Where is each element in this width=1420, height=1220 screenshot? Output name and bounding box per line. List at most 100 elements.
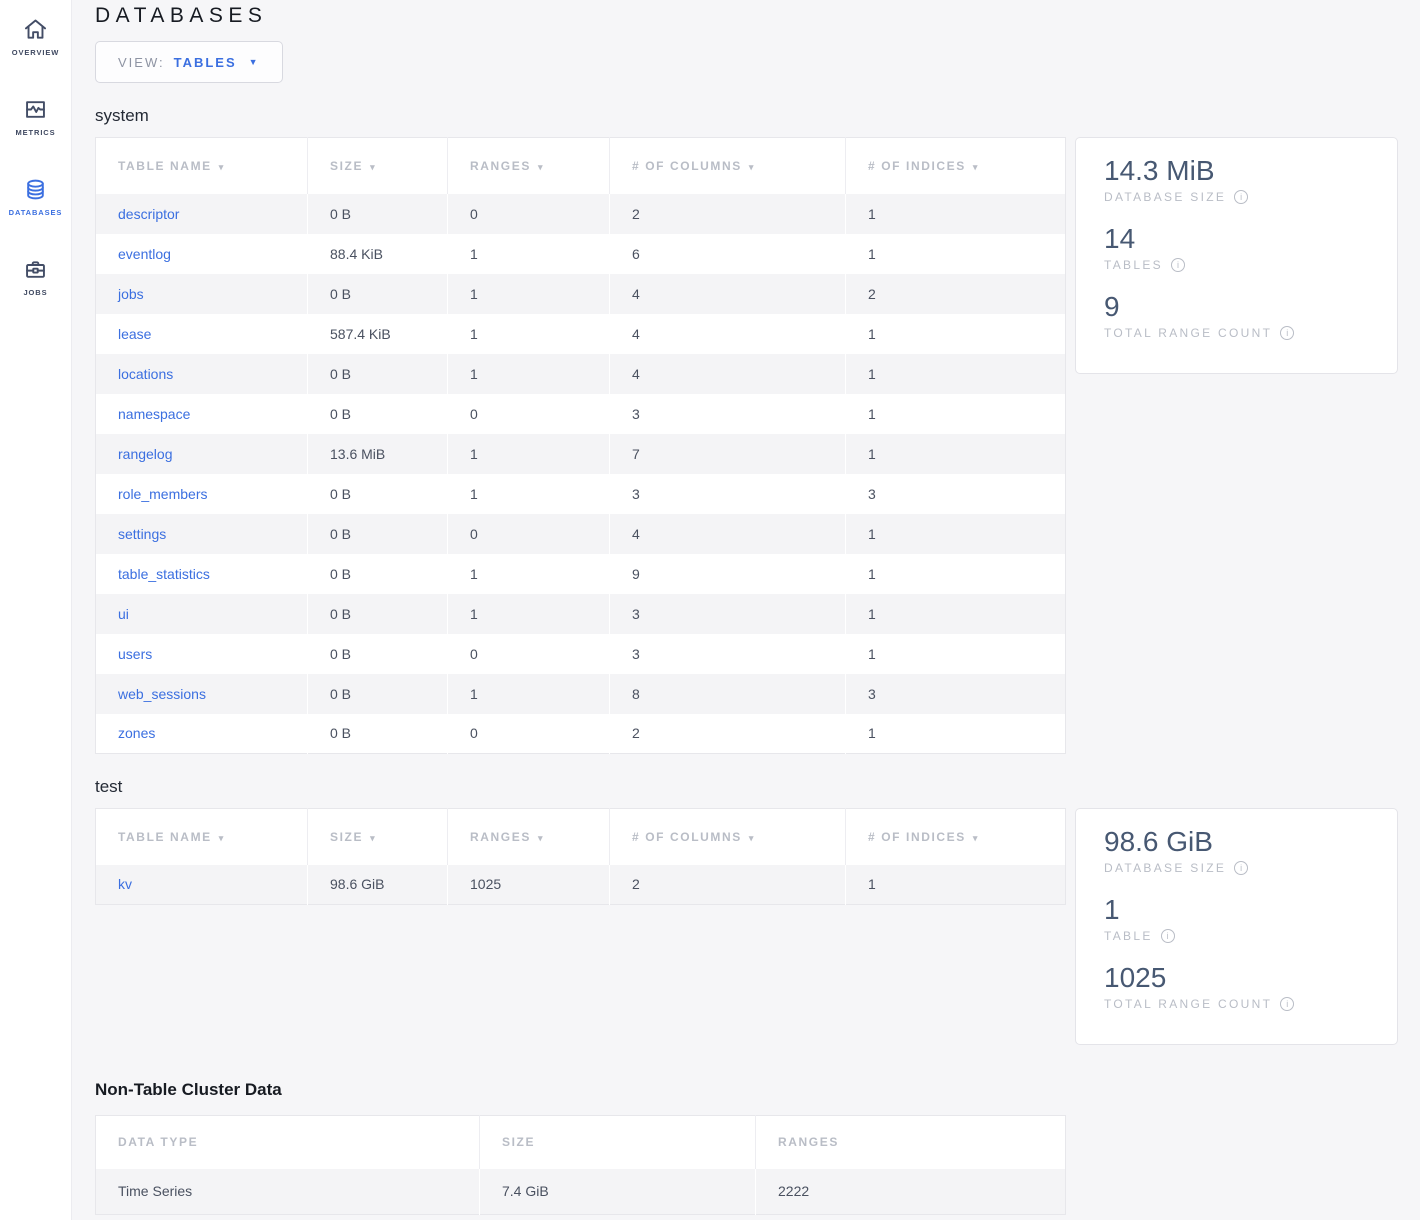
- stat-label: TABLE: [1104, 929, 1153, 943]
- non-table-cluster-data-section: Non-Table Cluster Data DATA TYPE SIZE RANG…: [95, 1079, 1398, 1215]
- table-cell: 1: [447, 553, 610, 594]
- sidebar-item-databases[interactable]: DATABASES: [0, 166, 71, 246]
- table-header-row: TABLE NAME ▾ SIZE ▾ RANGES ▾ # OF COLUMNS ▾ # OF…: [96, 808, 1066, 865]
- column-header[interactable]: TABLE NAME ▾: [96, 809, 308, 865]
- stat-tables-count: 1 TABLE i: [1104, 890, 1369, 943]
- stat-value: 14: [1104, 223, 1136, 254]
- table-name-link[interactable]: rangelog: [118, 445, 173, 462]
- info-icon[interactable]: i: [1234, 190, 1249, 204]
- column-header-label: TABLE NAME: [118, 158, 212, 173]
- jobs-icon: [26, 261, 45, 278]
- sort-arrow-icon: ▾: [218, 161, 225, 172]
- column-header[interactable]: TABLE NAME ▾: [96, 138, 308, 194]
- table-cell: table_statistics: [96, 554, 308, 594]
- test-tables-table: TABLE NAME ▾ SIZE ▾ RANGES ▾ # OF COLUMNS ▾ # OF…: [95, 808, 1066, 905]
- table-cell: ui: [96, 594, 308, 634]
- table-name-link[interactable]: settings: [118, 525, 167, 542]
- table-name-link[interactable]: web_sessions: [118, 685, 206, 702]
- column-header-label: SIZE: [330, 158, 364, 173]
- table-cell: 1: [845, 633, 1066, 674]
- table-cell: descriptor: [96, 194, 308, 234]
- table-name-link[interactable]: namespace: [118, 405, 191, 422]
- table-name-link[interactable]: locations: [118, 365, 174, 382]
- table-name-link[interactable]: kv: [118, 876, 132, 893]
- stat-value: 98.6 GiB: [1104, 826, 1213, 857]
- table-cell: 1: [845, 864, 1066, 905]
- table-cell: 0: [447, 513, 610, 554]
- table-name-link[interactable]: lease: [118, 325, 152, 342]
- column-header-label: # OF COLUMNS: [632, 158, 742, 173]
- database-name: test: [95, 777, 123, 796]
- table-cell: 0 B: [307, 673, 448, 714]
- table-cell: 9: [609, 553, 846, 594]
- sidebar-item-metrics[interactable]: METRICS: [0, 86, 71, 166]
- stat-database-size: 14.3 MiB DATABASE SIZE i: [1104, 151, 1369, 204]
- table-header-row: DATA TYPE SIZE RANGES: [96, 1115, 1066, 1169]
- column-header: RANGES: [755, 1115, 1066, 1169]
- table-cell: 0 B: [307, 273, 448, 314]
- table-name-link[interactable]: table_statistics: [118, 565, 210, 582]
- stat-value: 1025: [1104, 962, 1167, 993]
- database-section-test: test TABLE NAME ▾ SIZE ▾ RANGES ▾ # OF COLUMNS…: [95, 776, 1398, 1045]
- table-cell: 2222: [755, 1168, 1066, 1215]
- stat-value: 14.3 MiB: [1104, 155, 1215, 186]
- info-icon[interactable]: i: [1280, 326, 1295, 340]
- table-cell: 1: [845, 713, 1066, 754]
- view-selector-value: TABLES: [173, 54, 237, 70]
- table-cell: 0: [447, 393, 610, 434]
- sidebar-item-jobs[interactable]: JOBS: [0, 246, 71, 326]
- column-header[interactable]: # OF INDICES ▾: [845, 808, 1066, 865]
- info-icon[interactable]: i: [1170, 258, 1185, 272]
- column-header[interactable]: # OF COLUMNS ▾: [609, 137, 846, 194]
- table-name-link[interactable]: jobs: [118, 285, 144, 302]
- table-cell: 3: [845, 473, 1066, 514]
- table-cell: 0 B: [307, 553, 448, 594]
- column-header-label: # OF COLUMNS: [632, 829, 742, 844]
- table-cell: eventlog: [96, 234, 308, 274]
- table-cell: 0 B: [307, 193, 448, 234]
- column-header[interactable]: RANGES ▾: [447, 137, 610, 194]
- info-icon[interactable]: i: [1234, 861, 1249, 875]
- table-cell: locations: [96, 354, 308, 394]
- table-name-link[interactable]: descriptor: [118, 205, 180, 222]
- table-name-link[interactable]: eventlog: [118, 245, 171, 262]
- info-icon[interactable]: i: [1280, 997, 1295, 1011]
- sidebar-item-overview[interactable]: OVERVIEW: [0, 6, 71, 86]
- table-cell: 0 B: [307, 713, 448, 754]
- table-cell: 2: [609, 864, 846, 905]
- column-header[interactable]: # OF INDICES ▾: [845, 137, 1066, 194]
- column-header[interactable]: SIZE ▾: [307, 808, 448, 865]
- table-cell: namespace: [96, 394, 308, 434]
- table-cell: 587.4 KiB: [307, 313, 448, 354]
- table-name-link[interactable]: role_members: [118, 485, 208, 502]
- table-row: lease 587.4 KiB 1 4 1: [96, 313, 1066, 354]
- page-title: DATABASES: [95, 4, 268, 27]
- table-name-link[interactable]: users: [118, 645, 153, 662]
- stat-value: 9: [1104, 291, 1120, 322]
- sidebar-item-label: DATABASES: [8, 208, 63, 217]
- table-cell: 0 B: [307, 473, 448, 514]
- table-cell: 6: [609, 233, 846, 274]
- view-selector-dropdown[interactable]: VIEW: TABLES ▼: [95, 41, 283, 83]
- table-cell: 3: [609, 393, 846, 434]
- column-header-label: SIZE: [502, 1135, 536, 1150]
- sort-arrow-icon: ▾: [748, 161, 755, 172]
- table-name-link[interactable]: ui: [118, 605, 129, 622]
- column-header[interactable]: SIZE ▾: [307, 137, 448, 194]
- column-header[interactable]: RANGES ▾: [447, 808, 610, 865]
- column-header[interactable]: # OF COLUMNS ▾: [609, 808, 846, 865]
- sort-arrow-icon: ▾: [748, 832, 755, 843]
- table-cell: Time Series: [118, 1183, 193, 1200]
- info-icon[interactable]: i: [1160, 929, 1175, 943]
- table-cell: 0 B: [307, 633, 448, 674]
- table-name-link[interactable]: zones: [118, 725, 156, 742]
- stat-total-range-count: 1025 TOTAL RANGE COUNT i: [1104, 958, 1369, 1011]
- stat-label: DATABASE SIZE: [1104, 861, 1227, 875]
- column-header-label: DATA TYPE: [118, 1135, 199, 1150]
